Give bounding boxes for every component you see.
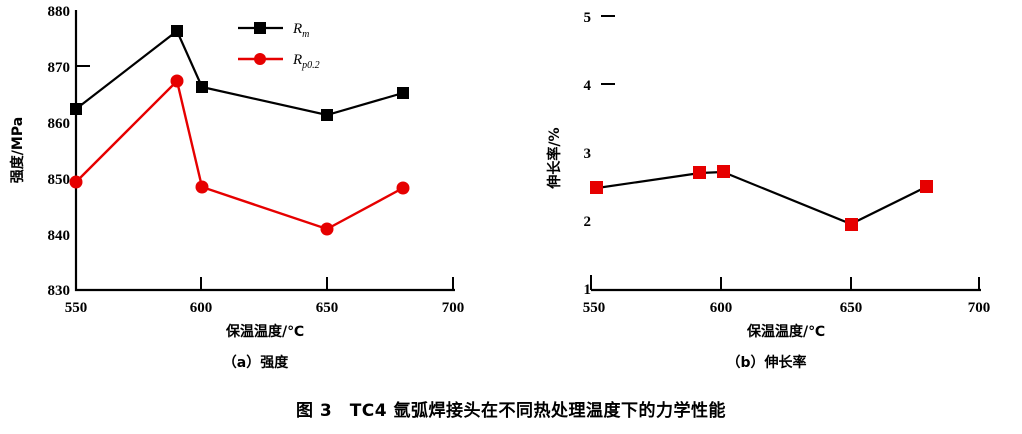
y-tick-label: 840 bbox=[48, 228, 71, 244]
legend-label-rp02: Rp0.2 bbox=[292, 52, 320, 71]
chart-panel-elongation: 5 4 3 2 1 550 600 650 700 bbox=[511, 0, 1022, 390]
x-axis-tick-labels-a: 550 600 650 700 bbox=[65, 300, 465, 316]
y-tick-label: 860 bbox=[48, 116, 71, 132]
y-axis-tick-labels-a: 880 870 860 850 840 830 bbox=[48, 4, 71, 299]
x-axis-ticks-a bbox=[75, 277, 454, 290]
y-tick-label: 830 bbox=[48, 283, 71, 299]
legend-marker-rp02 bbox=[254, 53, 266, 65]
y-axis-tick-labels-b: 5 4 3 2 1 bbox=[584, 10, 592, 298]
x-tick-label: 550 bbox=[583, 300, 606, 316]
x-tick-label: 600 bbox=[710, 300, 733, 316]
elongation-chart-svg: 5 4 3 2 1 550 600 650 700 bbox=[546, 10, 991, 340]
series-elongation bbox=[590, 165, 933, 231]
y-tick-label: 880 bbox=[48, 4, 71, 20]
axis-lines-a bbox=[74, 10, 455, 292]
subcaption-a: （a）强度 bbox=[222, 355, 289, 371]
figure-caption: 图 3 TC4 氩弧焊接头在不同热处理温度下的力学性能 bbox=[295, 401, 727, 421]
subcaption-b: （b）伸长率 bbox=[726, 355, 807, 371]
x-axis-title-b: 保温温度/℃ bbox=[746, 323, 825, 340]
x-tick-label: 650 bbox=[840, 300, 863, 316]
data-point-marker bbox=[69, 175, 83, 189]
data-point-marker bbox=[920, 180, 933, 193]
x-axis-title-a: 保温温度/℃ bbox=[225, 323, 304, 340]
data-point-marker bbox=[397, 87, 409, 99]
data-point-marker bbox=[320, 222, 334, 236]
x-tick-label: 700 bbox=[968, 300, 991, 316]
x-tick-label: 550 bbox=[65, 300, 88, 316]
chart-panel-strength: 880 870 860 850 840 830 550 600 650 700 bbox=[0, 0, 511, 390]
y-tick-label: 3 bbox=[584, 146, 592, 162]
legend-marker-rm bbox=[254, 22, 266, 34]
y-tick-label: 5 bbox=[584, 10, 592, 26]
legend-label-rm: Rm bbox=[292, 21, 309, 40]
data-point-marker bbox=[321, 109, 333, 121]
data-point-marker bbox=[396, 181, 410, 195]
data-point-marker bbox=[70, 103, 82, 115]
x-tick-label: 700 bbox=[442, 300, 465, 316]
y-tick-label: 1 bbox=[584, 282, 592, 298]
y-axis-title-b: 伸长率/% bbox=[546, 127, 563, 189]
y-tick-label: 870 bbox=[48, 60, 71, 76]
data-point-marker bbox=[195, 180, 209, 194]
data-point-marker bbox=[170, 74, 184, 88]
data-point-marker bbox=[196, 81, 208, 93]
strength-chart-svg: 880 870 860 850 840 830 550 600 650 700 bbox=[9, 4, 465, 340]
data-point-marker bbox=[717, 165, 730, 178]
x-axis-ticks-b bbox=[720, 277, 980, 290]
data-point-marker bbox=[590, 181, 603, 194]
x-tick-label: 650 bbox=[316, 300, 339, 316]
y-tick-label: 2 bbox=[584, 214, 592, 230]
y-axis-title-a: 强度/MPa bbox=[9, 117, 26, 183]
series-rp02 bbox=[69, 74, 410, 236]
x-tick-label: 600 bbox=[190, 300, 213, 316]
y-tick-label: 850 bbox=[48, 172, 71, 188]
x-axis-tick-labels-b: 550 600 650 700 bbox=[583, 300, 991, 316]
data-point-marker bbox=[693, 166, 706, 179]
y-tick-label: 4 bbox=[584, 78, 592, 94]
y-axis-ticks-b bbox=[601, 15, 615, 85]
data-point-marker bbox=[845, 218, 858, 231]
legend-a: Rm Rp0.2 bbox=[238, 21, 320, 71]
data-point-marker bbox=[171, 25, 183, 37]
series-rm bbox=[70, 25, 409, 121]
